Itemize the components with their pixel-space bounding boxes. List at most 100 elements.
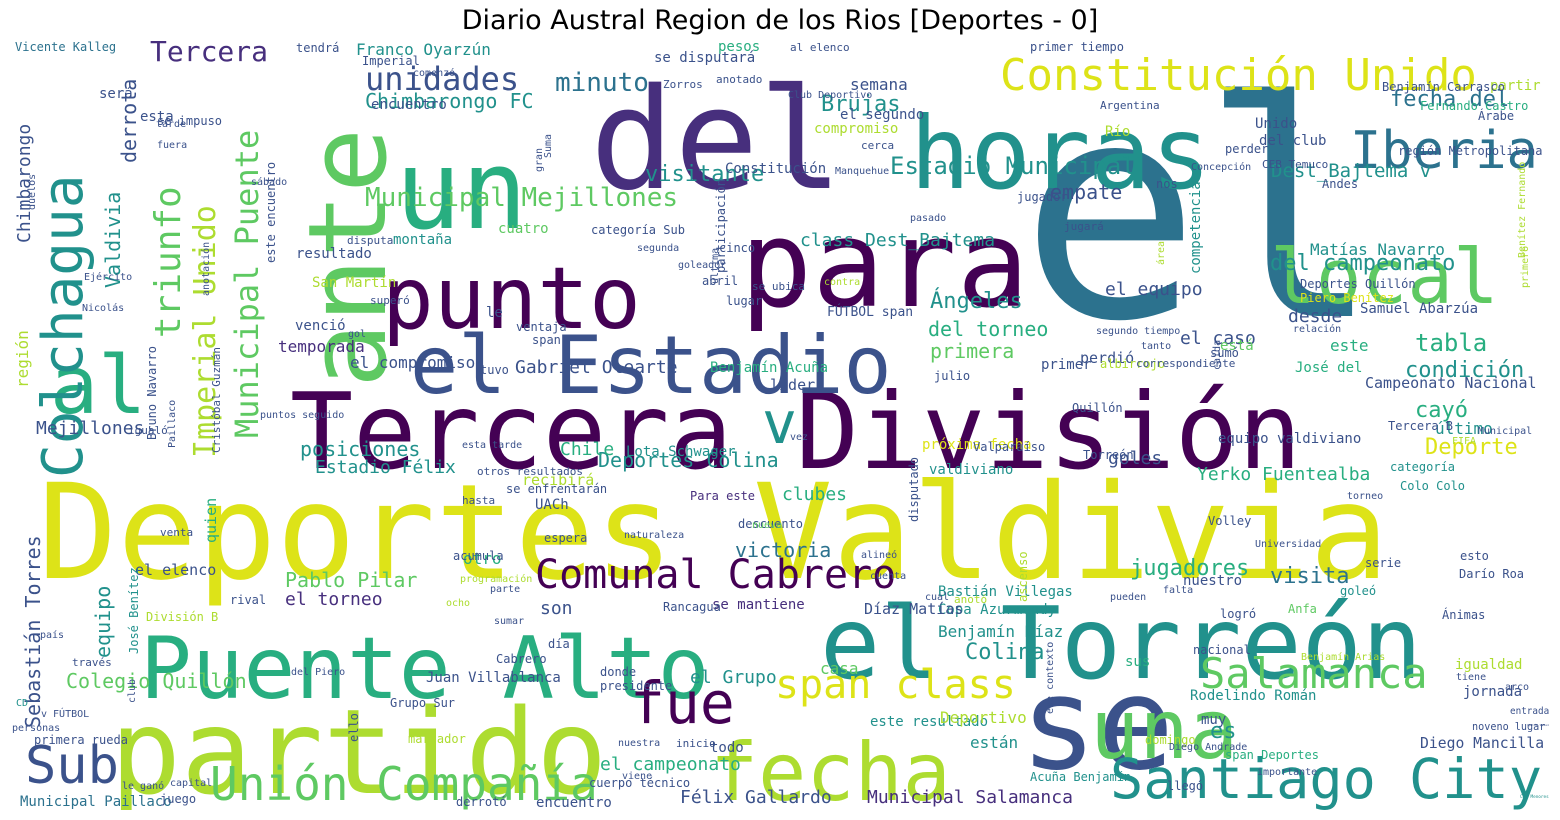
cloud-word: Anfa <box>1288 602 1317 616</box>
cloud-word: albirrojo <box>1100 357 1165 371</box>
cloud-word: llegó <box>1167 779 1203 793</box>
cloud-word: Tercera División <box>290 371 1301 493</box>
cloud-word: fecha del <box>1390 87 1509 112</box>
cloud-word: Ánimas <box>1442 607 1485 622</box>
cloud-word: Paillaco <box>167 400 178 448</box>
cloud-word: primera <box>930 339 1014 363</box>
cloud-word: participación <box>714 179 728 273</box>
cloud-word: span class <box>775 662 1016 708</box>
cloud-word: primer <box>1041 357 1092 373</box>
cloud-word: horas <box>910 95 1211 212</box>
cloud-word: Lota Schwager <box>626 444 736 460</box>
cloud-word: Iberia <box>1350 121 1538 181</box>
cloud-word: Constitución <box>725 161 826 177</box>
cloud-word: span Deportes <box>1225 748 1319 762</box>
cloud-word: Ángeles <box>930 288 1023 314</box>
cloud-word: golеó <box>1340 584 1376 598</box>
cloud-word: cuenta <box>870 571 906 582</box>
cloud-word: jugador <box>1017 190 1068 204</box>
cloud-word: Oyarzún Samuel <box>1527 723 1550 727</box>
cloud-word: Manquehue <box>835 166 889 177</box>
cloud-word: Municipal Paillaco <box>20 794 172 810</box>
cloud-word: semana <box>850 75 908 94</box>
cloud-word: Imperial Unido <box>188 205 223 458</box>
cloud-word: ocho <box>446 598 470 609</box>
cloud-word: condición <box>1405 358 1524 383</box>
cloud-word: posiciones <box>300 437 420 461</box>
cloud-word: primera rueda <box>34 733 128 747</box>
cloud-word: anotado <box>716 73 762 86</box>
cloud-word: líder <box>770 376 815 394</box>
cloud-word: ascenso <box>1016 551 1030 602</box>
cloud-word: día <box>548 637 570 651</box>
cloud-word: todo <box>710 740 744 756</box>
cloud-word: viene <box>622 771 652 782</box>
cloud-word: Sebastián Torres <box>21 535 45 728</box>
cloud-word: Zorros <box>663 78 703 91</box>
cloud-word: Matías Navarro <box>1310 240 1445 259</box>
cloud-word: el Torreón <box>820 585 1422 702</box>
cloud-word: del Piero <box>291 667 345 678</box>
cloud-word: tarde <box>156 119 186 130</box>
cloud-word: equipo <box>91 586 115 658</box>
cloud-word: Unión Compañía <box>210 757 598 810</box>
cloud-word: compromiso <box>814 121 898 137</box>
cloud-word: el segundo <box>840 107 924 123</box>
cloud-word: se mantiene <box>712 597 805 613</box>
cloud-word: Benjamín Arias <box>1301 651 1385 663</box>
cloud-word: Árabe <box>1478 108 1514 123</box>
cloud-word: Félix Gallardo <box>680 787 832 808</box>
cloud-word: Fernando Castro <box>1420 99 1528 113</box>
cloud-word: derrota <box>117 79 141 163</box>
cloud-word: ventaja <box>516 320 567 334</box>
cloud-word: resultado <box>296 246 372 262</box>
cloud-word: pueden <box>1110 592 1146 603</box>
cloud-word: jornada <box>1463 684 1522 700</box>
cloud-word: esto <box>1460 549 1489 563</box>
cloud-word: torneo <box>1347 491 1383 502</box>
cloud-word: primer tiempo <box>1030 40 1124 54</box>
cloud-word: segunda <box>637 243 679 254</box>
cloud-word: región Metropolitana <box>1398 144 1543 158</box>
cloud-word: Díaz Matías <box>864 600 963 618</box>
cloud-word: último <box>1435 419 1493 438</box>
cloud-word: Unido <box>1255 116 1297 132</box>
cloud-word: tuvo <box>480 363 509 377</box>
cloud-word: del <box>590 59 843 222</box>
cloud-word: falta <box>1163 585 1193 596</box>
cloud-word: Río <box>1105 124 1130 140</box>
cloud-word: Bruno Navarro <box>145 346 159 440</box>
cloud-word: partido <box>110 683 607 810</box>
cloud-word: Puente Alto <box>140 619 710 719</box>
cloud-word: Valparaíso <box>973 440 1045 454</box>
cloud-word: domingo <box>1145 733 1196 747</box>
cloud-word: Deporte <box>1425 435 1518 460</box>
cloud-word: el Grupo <box>690 667 777 688</box>
cloud-word: Mejillones <box>36 418 144 439</box>
cloud-word: cuatro <box>498 221 549 237</box>
cloud-word: cinco <box>719 241 755 255</box>
cloud-word: otro <box>463 549 502 568</box>
cloud-word: v <box>762 389 797 457</box>
cloud-word: logró <box>1220 607 1256 621</box>
cloud-word: Dest_Bajtema v <box>1271 160 1431 182</box>
cloud-word: este resultado <box>870 714 988 730</box>
cloud-word: del club <box>1259 133 1326 149</box>
cloud-word: Municipal Salamanca <box>867 787 1073 808</box>
cloud-word: importante <box>1257 767 1317 778</box>
cloud-word: entrada <box>1510 706 1549 717</box>
cloud-word: nueva <box>752 520 782 531</box>
cloud-word: Deportes Colina <box>598 448 779 472</box>
cloud-word: primero <box>1520 246 1531 288</box>
cloud-word: sumar <box>494 616 524 627</box>
cloud-word: esta <box>140 109 174 125</box>
cloud-word: ese contexto <box>1045 642 1056 714</box>
cloud-word: casa <box>820 659 859 678</box>
cloud-word: al <box>50 339 146 432</box>
cloud-word: División B <box>146 610 218 624</box>
cloud-word: tanto <box>1141 341 1171 352</box>
cloud-word: ante <box>286 128 411 388</box>
cloud-word: través <box>72 656 112 669</box>
cloud-word: visitante <box>645 162 764 187</box>
cloud-word: Suma <box>543 134 554 158</box>
